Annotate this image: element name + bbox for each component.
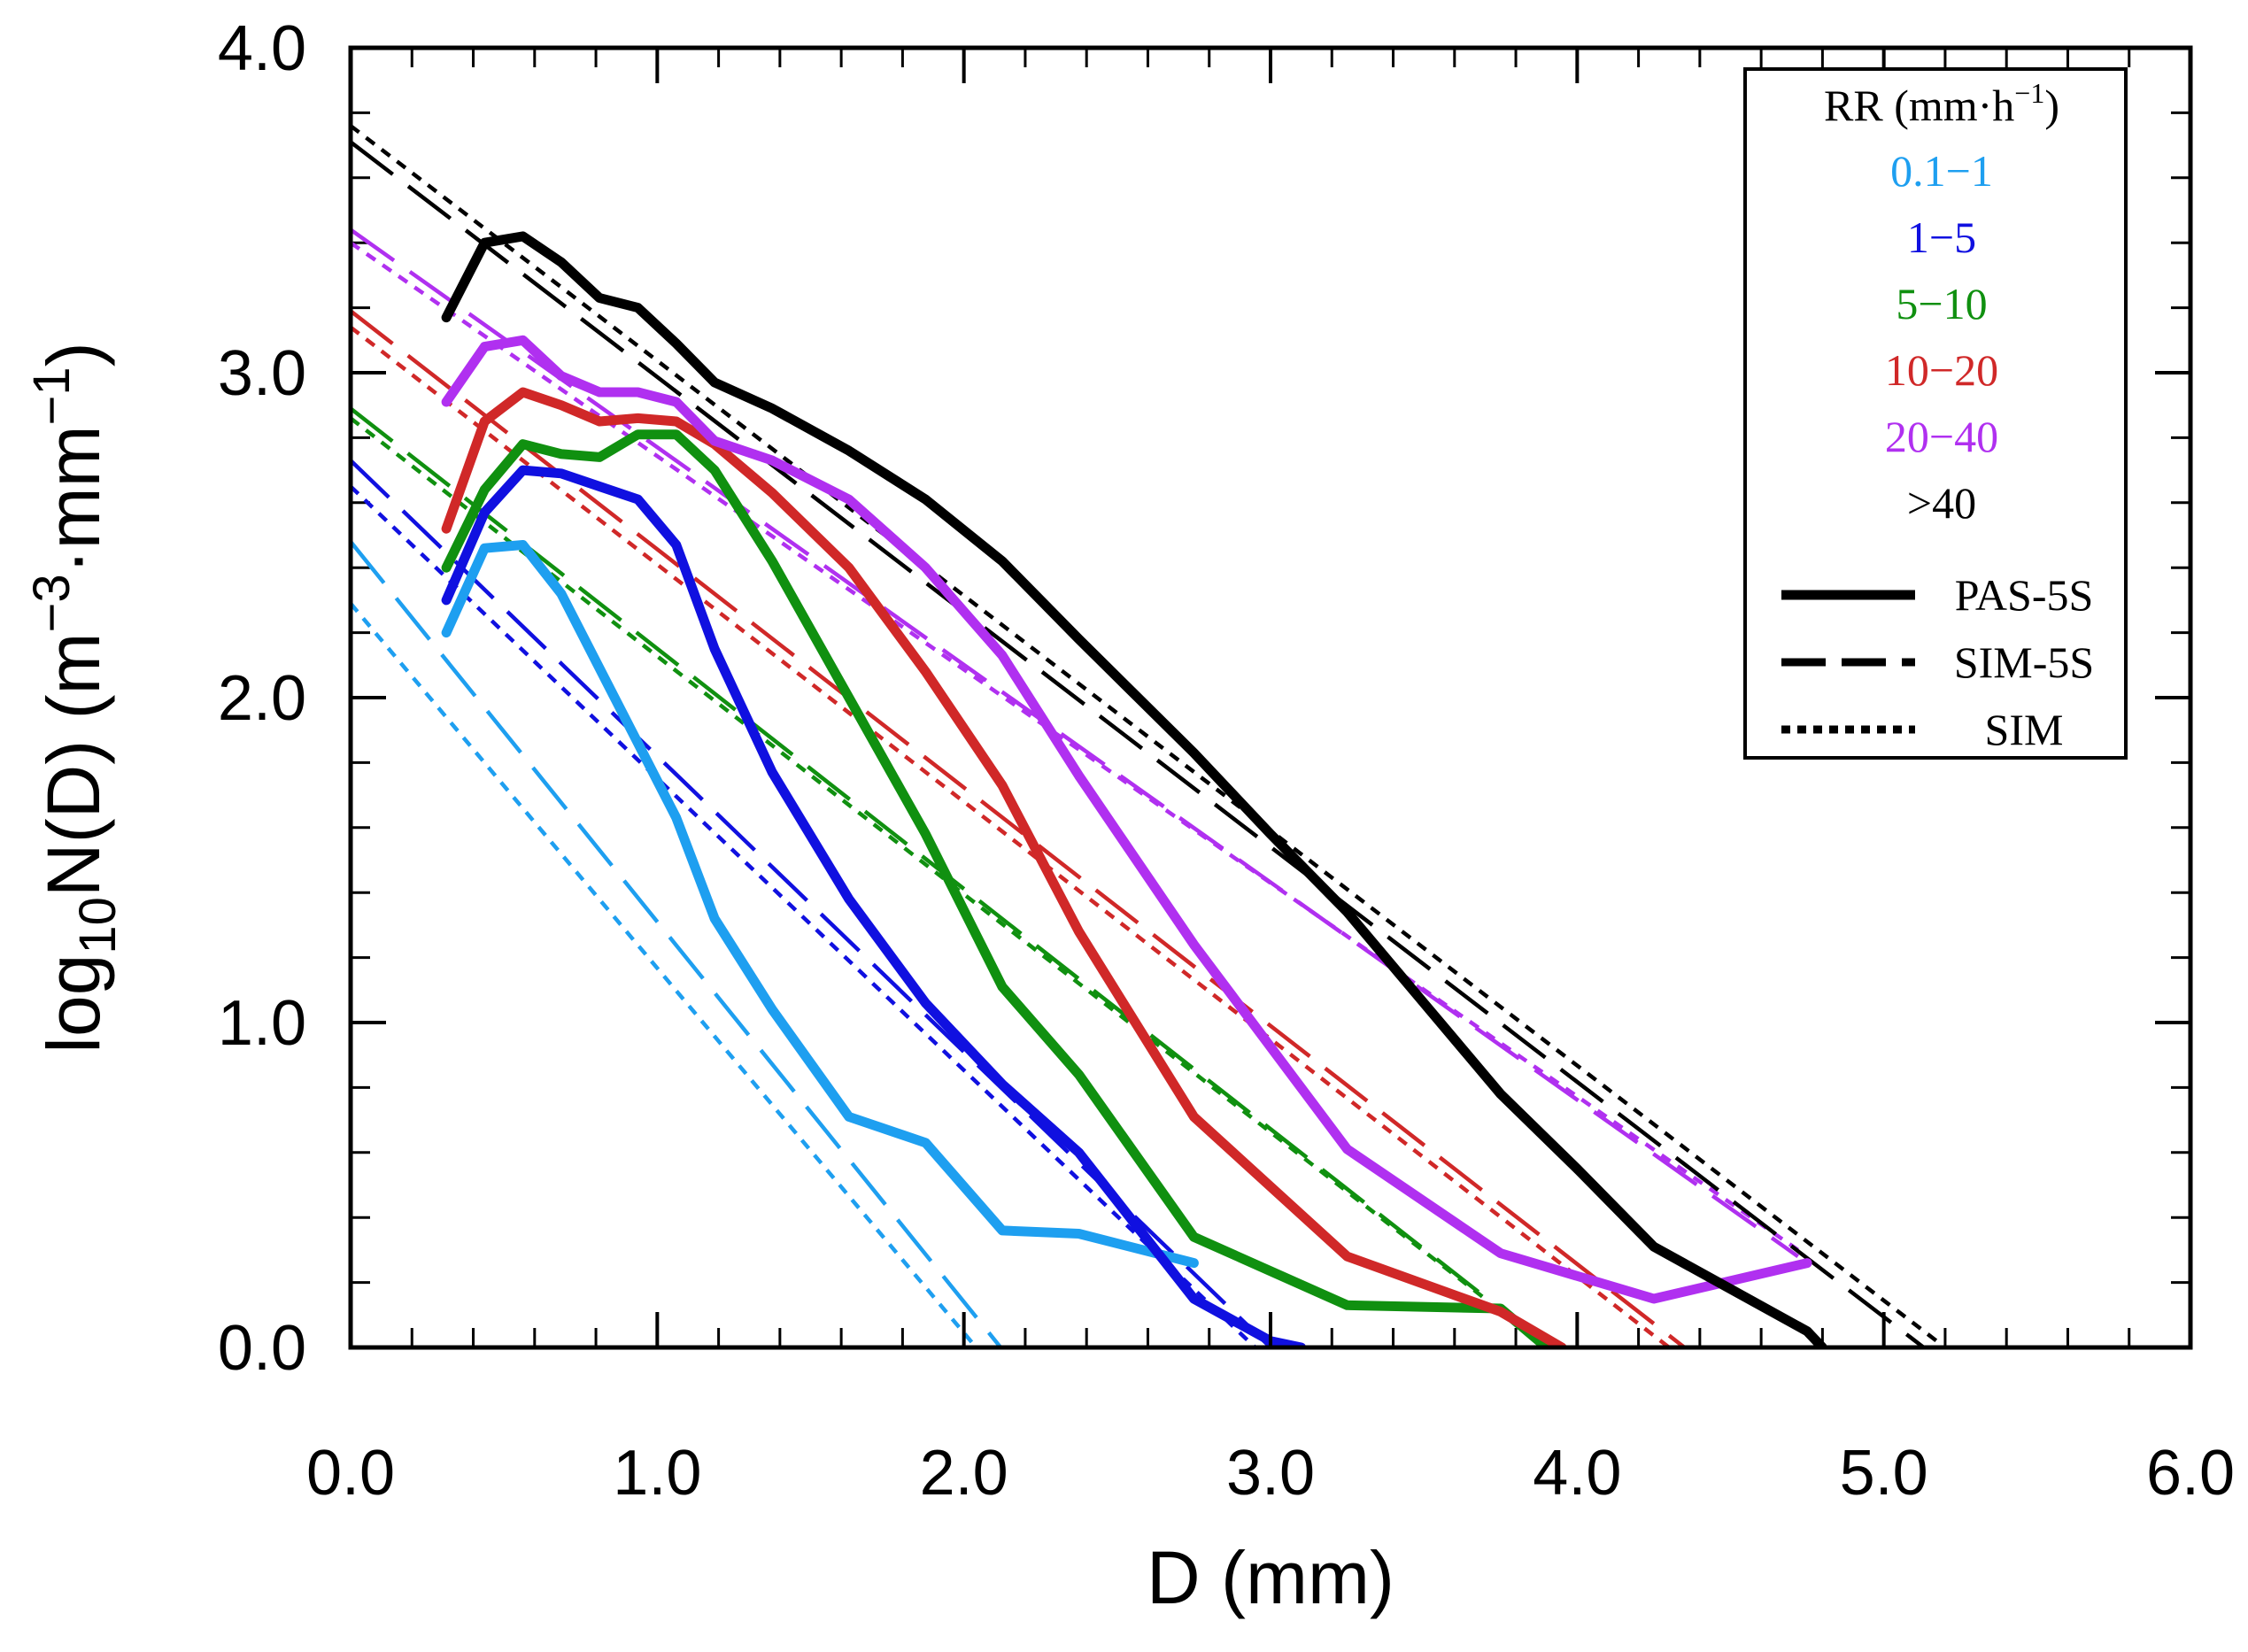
- x-tick-label: 6.0: [2146, 1438, 2235, 1509]
- x-tick-label: 0.0: [306, 1438, 395, 1509]
- legend-style-label: PAS-5S: [1955, 570, 2094, 620]
- y-title-sup2: −1: [23, 367, 81, 425]
- series-line: [441, 335, 1812, 1304]
- series-line: [351, 228, 1800, 1259]
- series-line: [351, 124, 1947, 1347]
- x-tick-label: 3.0: [1226, 1438, 1315, 1509]
- y-axis: 0.0 1.0 2.0 3.0 4.0: [218, 13, 2190, 1384]
- x-axis: 0.0 1.0 2.0 3.0 4.0 5.0 6.0: [306, 48, 2235, 1509]
- x-axis-title: D (mm): [1147, 1536, 1394, 1619]
- series-line: [441, 387, 1567, 1347]
- y-title-sup1: −3: [23, 574, 81, 632]
- legend-title: RR (mm·h−1): [1824, 77, 2059, 130]
- series-line: [351, 309, 1686, 1347]
- series-line: [351, 484, 1257, 1347]
- series-line: [351, 325, 1671, 1347]
- series-line: [441, 231, 1827, 1347]
- y-title-dot: ·mm: [32, 425, 115, 574]
- legend-styles: PAS-5S SIM-5S SIM: [1781, 570, 2094, 754]
- legend-category-label: 5−10: [1896, 279, 1987, 328]
- y-title-end: ): [32, 342, 115, 367]
- series-line: [441, 465, 1307, 1347]
- y-title-sub: 10: [69, 897, 127, 954]
- series-line: [351, 416, 1487, 1301]
- legend-style-label: SIM: [1985, 705, 2064, 754]
- y-tick-label: 0.0: [218, 1313, 306, 1384]
- legend: RR (mm·h−1) 0.1−1 1−5 5−10 10−20 20−40 >40 PA…: [1743, 67, 2128, 760]
- y-title-log: log: [32, 954, 115, 1054]
- y-tick-label: 1.0: [218, 988, 306, 1059]
- legend-style-label: SIM-5S: [1954, 637, 2094, 687]
- x-tick-label: 4.0: [1533, 1438, 1621, 1509]
- minor-ticks: [351, 48, 2190, 1347]
- series-line: [441, 540, 1199, 1269]
- legend-box: [1743, 67, 2128, 760]
- legend-category-label: 1−5: [1907, 212, 1976, 262]
- series-line: [351, 406, 1493, 1304]
- series-line: [441, 429, 1552, 1347]
- y-tick-label: 3.0: [218, 338, 306, 409]
- y-title-mid: N(D) (m: [32, 633, 115, 898]
- y-tick-label: 4.0: [218, 13, 306, 84]
- legend-categories: 0.1−1 1−5 5−10 10−20 20−40 >40: [1885, 146, 1998, 528]
- y-axis-title: log10N(D) (m−3·mm−1): [23, 342, 127, 1053]
- legend-category-label: 20−40: [1885, 412, 1998, 461]
- x-tick-label: 5.0: [1840, 1438, 1928, 1509]
- x-tick-label: 2.0: [920, 1438, 1008, 1509]
- series-line: [351, 602, 978, 1347]
- legend-category-label: 0.1−1: [1890, 146, 1993, 196]
- series-line: [351, 140, 1926, 1347]
- legend-category-label: 10−20: [1885, 345, 1998, 395]
- series-layer: [351, 124, 1947, 1347]
- y-tick-label: 2.0: [218, 663, 306, 734]
- x-tick-label: 1.0: [613, 1438, 701, 1509]
- series-line: [351, 241, 1799, 1252]
- legend-category-label: >40: [1907, 478, 1976, 528]
- series-line: [351, 540, 1002, 1347]
